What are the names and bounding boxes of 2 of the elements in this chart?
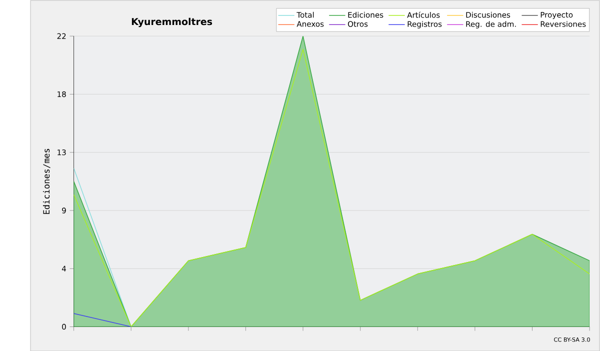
y-axis-title: Ediciones/mes: [43, 148, 50, 214]
chart-title: Kyuremmoltres: [132, 18, 212, 27]
